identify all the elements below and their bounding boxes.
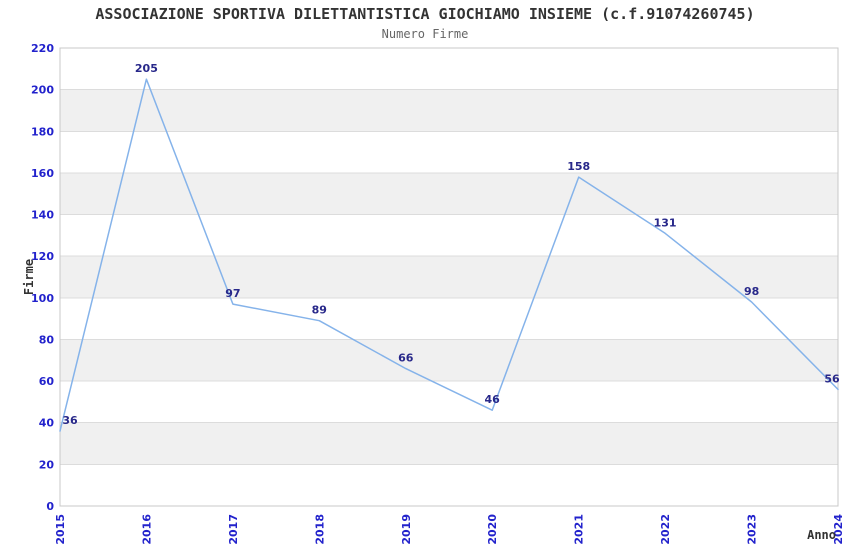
y-tick-label: 220	[31, 42, 54, 55]
chart-title: ASSOCIAZIONE SPORTIVA DILETTANTISTICA GI…	[95, 5, 755, 23]
y-tick-label: 100	[31, 292, 54, 305]
x-tick-label: 2023	[746, 514, 759, 545]
y-tick-label: 160	[31, 167, 54, 180]
point-label: 131	[654, 216, 677, 229]
point-label: 158	[567, 160, 590, 173]
y-tick-label: 140	[31, 209, 54, 222]
x-axis-label: Anno	[807, 528, 836, 542]
y-tick-label: 60	[39, 375, 55, 388]
y-axis-label: Firme	[22, 258, 36, 296]
y-tick-label: 200	[31, 84, 54, 97]
y-tick-label: 80	[39, 334, 55, 347]
point-label: 205	[135, 62, 158, 75]
x-tick-label: 2021	[573, 514, 586, 545]
y-tick-label: 0	[46, 500, 54, 513]
plot-band	[60, 256, 838, 298]
plot-band	[60, 172, 838, 215]
x-tick-label: 2016	[140, 514, 153, 545]
y-tick-label: 180	[31, 125, 54, 138]
chart-subtitle: Numero Firme	[381, 27, 469, 41]
plot-band	[60, 339, 838, 382]
x-tick-label: 2018	[313, 514, 326, 545]
point-label: 97	[225, 287, 240, 300]
x-tick-label: 2015	[54, 514, 67, 545]
x-tick-label: 2020	[486, 514, 499, 545]
x-tick-label: 2017	[227, 514, 240, 545]
x-tick-label: 2024	[832, 514, 845, 545]
point-label: 36	[62, 414, 78, 427]
y-tick-label: 120	[31, 250, 54, 263]
plot-band	[60, 422, 838, 465]
point-label: 89	[312, 304, 327, 317]
plot-band	[60, 89, 838, 132]
point-label: 98	[744, 285, 759, 298]
point-label: 66	[398, 352, 414, 365]
point-label: 56	[824, 372, 840, 385]
line-series	[59, 78, 839, 432]
point-label: 46	[485, 393, 501, 406]
x-tick-label: 2019	[400, 514, 413, 545]
plot-border	[59, 47, 839, 507]
y-tick-label: 20	[39, 458, 55, 471]
y-tick-label: 40	[39, 417, 55, 430]
x-tick-label: 2022	[659, 514, 672, 545]
